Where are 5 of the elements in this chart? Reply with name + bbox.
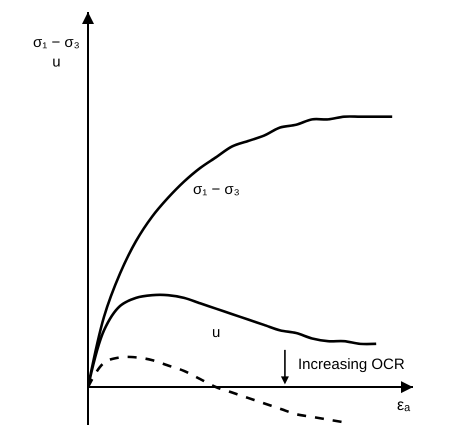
- series-label: u: [212, 324, 220, 341]
- x-axis-title: εₐ: [397, 397, 412, 414]
- y-axis-title: σ₁ − σ₃ u: [33, 34, 80, 70]
- series-label: σ₁ − σ₃: [193, 181, 240, 198]
- annotation: Increasing OCR: [298, 356, 405, 373]
